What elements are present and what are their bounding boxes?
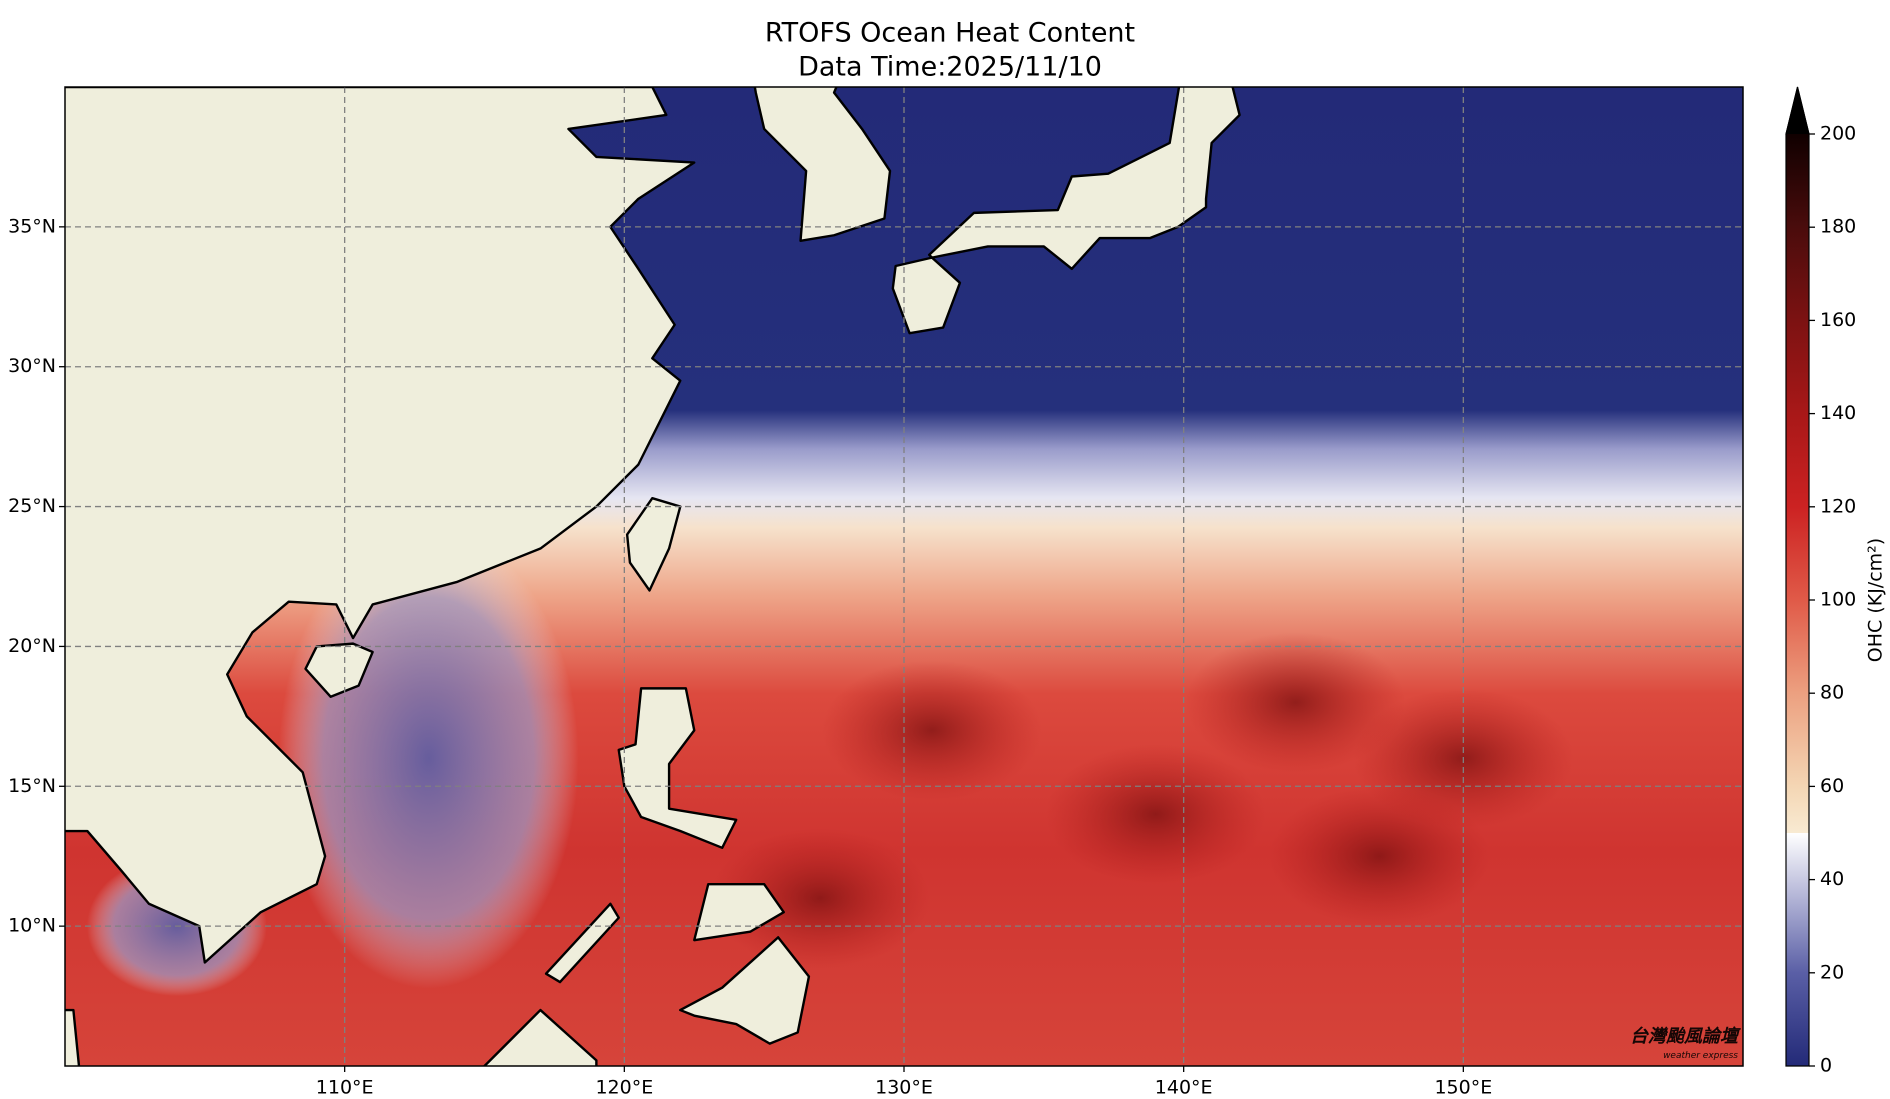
warm-eddy [821, 660, 1042, 801]
map-area: 台灣颱風論壇 weather express [65, 87, 1743, 1066]
colorbar-tick-label: 160 [1820, 309, 1856, 331]
y-tick-label: 10°N [8, 915, 56, 937]
colorbar-tick-label: 100 [1820, 589, 1856, 611]
x-tick-label: 110°E [316, 1077, 374, 1096]
colorbar: 0 20 40 60 80 100 120 140 160 180 200 OHC (KJ/cm²) [1785, 86, 1887, 1077]
subtitle: Data Time:2025/11/10 [798, 52, 1102, 83]
warm-eddy [710, 828, 931, 969]
watermark-name: 台灣颱風論壇 [1630, 1026, 1741, 1047]
colorbar-tick-label: 200 [1820, 123, 1856, 145]
land [65, 87, 696, 964]
land [617, 687, 738, 850]
land [544, 902, 620, 984]
colorbar-scale [1786, 134, 1809, 1066]
y-tick-label: 15°N [8, 775, 56, 797]
colorbar-extend-arrow [1785, 86, 1810, 135]
colorbar-tick-label: 180 [1820, 216, 1856, 238]
land [927, 87, 1241, 271]
x-tick-label: 120°E [595, 1077, 653, 1096]
title: RTOFS Ocean Heat Content [765, 18, 1135, 49]
watermark-tagline: weather express [1663, 1051, 1738, 1061]
colorbar-tick-label: 120 [1820, 495, 1856, 517]
colorbar-frame [1785, 86, 1810, 1067]
x-tick-label: 130°E [875, 1077, 933, 1096]
colorbar-tick-label: 0 [1820, 1055, 1832, 1077]
y-tick-label: 35°N [8, 215, 56, 237]
colorbar-tick-label: 20 [1820, 961, 1844, 983]
colorbar-tick-label: 140 [1820, 402, 1856, 424]
land [65, 1008, 81, 1066]
land [482, 1008, 598, 1066]
warm-eddy [1185, 632, 1406, 773]
y-tick-label: 30°N [8, 355, 56, 377]
warm-eddy [1045, 744, 1266, 885]
x-tick-label: 140°E [1155, 1077, 1213, 1096]
x-tick-label: 150°E [1434, 1077, 1492, 1096]
y-tick-label: 20°N [8, 635, 56, 657]
y-tick-label: 25°N [8, 495, 56, 517]
colorbar-tick-label: 60 [1820, 775, 1844, 797]
colorbar-tick-label: 40 [1820, 868, 1844, 890]
colorbar-tick-label: 80 [1820, 682, 1844, 704]
land [891, 256, 962, 335]
colorbar-label: OHC (KJ/cm²) [1865, 538, 1887, 662]
land [679, 936, 811, 1045]
